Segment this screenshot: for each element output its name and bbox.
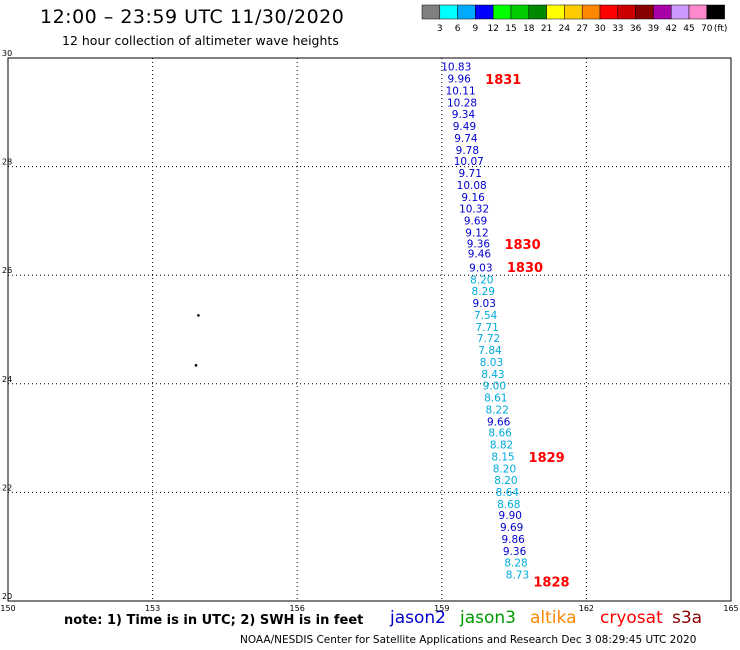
time-label: 1830: [507, 261, 543, 276]
wave-height-label: 9.74: [454, 133, 478, 145]
satellite-legend-jason3: jason3: [460, 608, 516, 628]
color-scale-tick-label: 18: [523, 24, 535, 34]
color-scale-tick-label: 30: [594, 24, 606, 34]
x-tick-label: 162: [579, 604, 594, 613]
color-scale-swatch: [706, 4, 725, 20]
chart-subtitle: 12 hour collection of altimeter wave hei…: [62, 33, 339, 48]
color-scale-tick-label: 42: [665, 24, 676, 34]
satellite-legend-s3a: s3a: [672, 608, 703, 628]
wave-height-label: 9.36: [503, 546, 527, 558]
wave-height-label: 8.73: [506, 569, 529, 581]
note-text: note: 1) Time is in UTC; 2) SWH is in fe…: [64, 613, 364, 628]
y-tick-label: 22: [2, 483, 12, 492]
footer-credit: NOAA/NESDIS Center for Satellite Applica…: [240, 634, 697, 646]
color-scale-tick-label: 45: [683, 24, 694, 34]
wave-height-label: 8.28: [504, 557, 527, 569]
wave-height-label: 8.61: [484, 392, 507, 404]
wave-height-label: 8.64: [496, 487, 520, 499]
color-scale-tick-label: 70: [701, 24, 713, 34]
observation-dot: [194, 364, 198, 367]
wave-height-label: 9.16: [461, 192, 485, 204]
wave-height-label: 9.03: [473, 298, 496, 310]
wave-height-label: 8.20: [494, 475, 517, 487]
chart-title: 12:00 – 23:59 UTC 11/30/2020: [40, 6, 345, 28]
wave-height-label: 7.72: [477, 333, 500, 345]
wave-height-label: 10.07: [454, 156, 484, 168]
wave-height-label: 8.20: [470, 275, 493, 287]
wave-height-label: 9.34: [452, 109, 476, 121]
wave-height-label: 9.36: [467, 239, 491, 251]
wave-height-label: 9.00: [483, 380, 506, 392]
color-scale-tick-label: 21: [541, 24, 552, 34]
wave-height-label: 7.54: [474, 310, 498, 322]
x-tick-label: 153: [145, 604, 160, 613]
wave-height-label: 9.12: [465, 227, 488, 239]
time-label: 1831: [485, 73, 521, 88]
color-scale-tick-label: 6: [455, 24, 461, 34]
wave-height-label: 7.84: [478, 345, 502, 357]
time-label: 1828: [533, 575, 569, 590]
x-tick-label: 159: [434, 604, 449, 613]
wave-height-label: 9.49: [453, 121, 476, 133]
wave-height-label: 10.11: [446, 86, 476, 98]
wave-height-label: 9.71: [459, 168, 482, 180]
wave-height-label: 8.82: [490, 440, 513, 452]
time-label: 1830: [504, 238, 540, 253]
wave-height-label: 8.43: [481, 369, 504, 381]
wave-height-label: 8.68: [497, 499, 520, 511]
color-scale-tick-label: 27: [576, 24, 587, 34]
color-scale-tick-label: 12: [487, 24, 498, 34]
color-scale-tick-label: 15: [505, 24, 516, 34]
plot-frame: [7, 57, 732, 602]
color-scale-tick-label: 3: [437, 24, 443, 34]
wave-height-label: 9.86: [501, 534, 525, 546]
wave-height-label: 10.83: [441, 62, 471, 74]
wave-height-label: 8.29: [472, 286, 495, 298]
wave-height-label: 10.28: [447, 98, 477, 110]
y-tick-label: 26: [2, 266, 12, 275]
color-scale-tick-label: 9: [473, 24, 479, 34]
color-scale-tick-label: 33: [612, 24, 623, 34]
wave-height-label: 8.66: [488, 428, 512, 440]
wave-height-label: 9.69: [464, 215, 487, 227]
wave-height-label: 8.20: [493, 464, 516, 476]
wave-height-label: 8.03: [480, 357, 503, 369]
wave-height-label: 8.22: [486, 404, 509, 416]
x-tick-label: 165: [723, 604, 738, 613]
x-tick-label: 156: [290, 604, 305, 613]
satellite-legend-cryosat: cryosat: [600, 608, 663, 628]
color-scale-tick-label: 24: [559, 24, 571, 34]
wave-height-label: 10.08: [457, 180, 487, 192]
wave-height-label: 7.71: [475, 322, 498, 334]
wave-height-label: 10.32: [459, 203, 489, 215]
time-label: 1829: [529, 451, 565, 466]
satellite-legend-jason2: jason2: [390, 608, 446, 628]
wave-height-label: 9.69: [500, 522, 523, 534]
color-scale-unit: (ft): [714, 24, 728, 34]
y-tick-label: 28: [2, 158, 12, 167]
wave-height-label: 9.66: [487, 416, 511, 428]
wave-height-label: 9.96: [447, 74, 471, 86]
wave-height-label: 9.46: [468, 249, 492, 261]
observation-dot: [197, 314, 200, 317]
wave-height-label: 8.15: [491, 452, 514, 464]
wave-height-label: 9.90: [499, 510, 522, 522]
y-tick-label: 20: [2, 592, 12, 601]
color-scale-tick-label: 36: [630, 24, 642, 34]
wave-height-label: 9.03: [469, 263, 492, 275]
x-tick-label: 150: [0, 604, 15, 613]
wave-height-label: 9.78: [456, 145, 479, 157]
color-scale-tick-label: 39: [648, 24, 660, 34]
satellite-legend-altika: altika: [530, 608, 577, 628]
color-scale-legend: 3 6 9 12 15 18 21 24 27 30 33 36 39 42 45 70 (ft): [421, 4, 728, 34]
y-tick-label: 30: [2, 49, 12, 58]
y-tick-label: 24: [2, 375, 12, 384]
